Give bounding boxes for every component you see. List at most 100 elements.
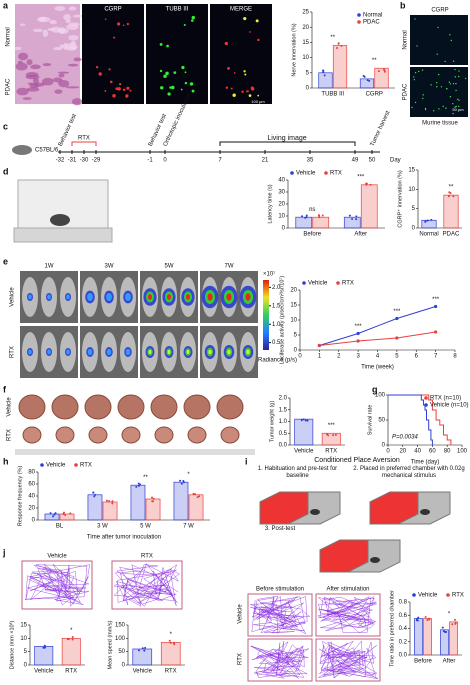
signal <box>233 72 236 74</box>
tumor <box>220 426 240 444</box>
data-dot <box>94 493 97 496</box>
signal <box>436 82 438 84</box>
annotation: ** <box>372 58 377 64</box>
tissue <box>68 6 77 11</box>
signal <box>106 348 112 356</box>
y-tick-label: 0 <box>282 226 286 232</box>
data-dot <box>451 623 454 626</box>
signal <box>248 94 252 97</box>
data-dot <box>452 195 455 198</box>
signal <box>430 84 432 86</box>
data-dot <box>366 79 369 82</box>
day-label: -29 <box>92 158 101 164</box>
bar <box>160 641 181 666</box>
tissue <box>64 43 78 51</box>
y-tick-label: 0 <box>412 226 416 232</box>
day-label: 50 <box>369 158 376 164</box>
scale-bar: 100 µm <box>251 99 265 104</box>
row-label: Vehicle <box>10 287 16 307</box>
data-dot <box>363 75 366 78</box>
signal <box>186 294 190 300</box>
bar <box>440 629 449 656</box>
series-line <box>388 394 433 445</box>
signal <box>28 294 32 300</box>
signal <box>126 86 130 90</box>
bar <box>132 648 153 666</box>
x-tick-label: 3 <box>356 354 360 360</box>
annotation: ** <box>143 475 148 481</box>
signal <box>113 36 116 39</box>
legend-swatch <box>74 463 78 467</box>
data-dot <box>62 512 65 515</box>
signal <box>424 108 427 111</box>
signal <box>181 65 185 70</box>
legend-label: RTX <box>80 463 92 469</box>
tissue <box>26 87 40 92</box>
data-dot <box>382 68 385 71</box>
tumor <box>117 394 145 420</box>
row-label: Vehicle <box>7 397 13 417</box>
legend-swatch <box>357 20 361 24</box>
data-dot <box>305 216 308 219</box>
y-tick-label: 0 <box>122 663 126 669</box>
x-tick-label: After <box>443 659 456 665</box>
annotation: ns <box>309 207 315 213</box>
x-tick-label: 100 <box>457 449 468 455</box>
data-dot <box>365 182 368 185</box>
data-dot <box>196 496 199 499</box>
x-tick-label: Vehicle <box>294 449 314 455</box>
signal <box>184 81 188 85</box>
bar <box>360 184 378 229</box>
y-tick-label: 10 <box>20 636 27 642</box>
data-dot <box>52 515 55 518</box>
data-dot <box>143 649 146 652</box>
mouse <box>370 557 380 563</box>
x-tick-label: 0 <box>386 449 390 455</box>
point <box>395 336 399 340</box>
tissue <box>67 63 79 67</box>
signal <box>437 26 439 29</box>
day-label: -31 <box>68 158 77 164</box>
y-axis-label: Latency time (s) <box>267 184 273 223</box>
y-tick-label: 150 <box>115 623 126 629</box>
fluorescence <box>146 54 208 104</box>
scale-label: Radiance (p/s) <box>258 358 297 364</box>
y-tick-label: 0 <box>306 86 310 92</box>
signal <box>458 99 460 101</box>
signal <box>28 349 32 355</box>
y-tick-label: 10 <box>408 187 415 193</box>
panel-label: g <box>372 384 378 394</box>
y-tick-label: 10 <box>278 214 285 220</box>
legend-label: Vehicle <box>296 171 316 177</box>
tissue <box>54 6 66 11</box>
tumor <box>55 426 75 444</box>
caption: Murine tissue <box>422 121 458 127</box>
tissue <box>14 46 22 50</box>
y-tick-label: 50 <box>118 649 125 655</box>
data-dot <box>152 500 155 503</box>
data-dot <box>323 74 326 77</box>
signal <box>437 73 440 76</box>
y-tick-label: 20 <box>278 202 285 208</box>
signal <box>95 65 99 69</box>
signal <box>66 294 70 300</box>
tissue <box>54 89 63 94</box>
point <box>434 330 438 334</box>
event-label: RTX <box>78 136 90 142</box>
data-dot <box>443 630 446 633</box>
signal <box>186 350 190 354</box>
signal <box>257 94 260 97</box>
bar <box>130 484 146 521</box>
annotation: *** <box>357 174 365 180</box>
cpa-step: 1. Habituation and pre-test for baseline <box>257 466 338 479</box>
signal <box>160 86 164 90</box>
x-tick-label: 20 <box>399 449 406 455</box>
y-axis-label: Survival rate <box>367 405 373 436</box>
mouse-icon <box>12 145 32 155</box>
y-axis-label: Luciferase activity (p/sec/cm²/sr/10⁷) <box>278 276 285 365</box>
signal <box>226 293 232 301</box>
y-tick-label: 15 <box>290 303 297 309</box>
signal <box>241 90 244 93</box>
channel-label: MERGE <box>230 7 252 13</box>
signal <box>413 76 415 78</box>
